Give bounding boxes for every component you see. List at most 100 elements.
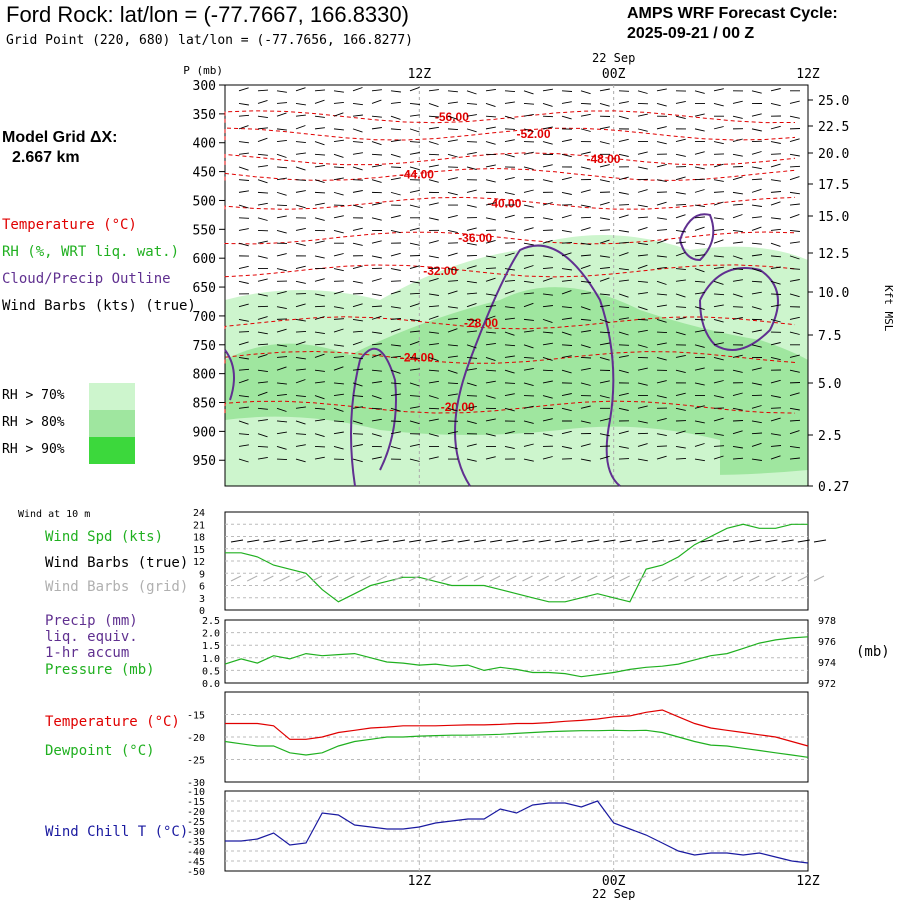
wind-barb-644 xyxy=(504,355,515,358)
wind-barb-351 xyxy=(637,226,648,231)
wind-barb-830 xyxy=(618,430,629,435)
wind-10m-barb-grid-25 xyxy=(635,575,647,582)
wind-barb-484 xyxy=(314,293,325,297)
wind-barb-161 xyxy=(447,153,458,158)
wind-barb-432 xyxy=(466,265,477,270)
isotherm-label-1: -52.00 xyxy=(517,127,551,141)
wind-barb-666 xyxy=(352,368,363,371)
wind-barb-520 xyxy=(428,305,440,308)
wind-10m-barb-grid-28 xyxy=(684,575,695,582)
isotherm-line-4 xyxy=(224,196,796,210)
wind-barb-823 xyxy=(485,433,496,437)
wind-barb-83 xyxy=(675,115,686,120)
wind-barb-401 xyxy=(447,252,458,257)
wind-barb-369 xyxy=(409,242,420,246)
wind-barb-673 xyxy=(485,369,497,372)
wind-barb-378 xyxy=(580,242,591,246)
wind-barb-354 xyxy=(694,226,705,231)
wind-barb-848 xyxy=(390,445,401,450)
wind-barb-607 xyxy=(371,343,382,346)
wind-barb-233 xyxy=(675,176,686,181)
wind-barb-115 xyxy=(713,126,724,130)
wind-barb-31 xyxy=(257,99,268,104)
wind-barb-128 xyxy=(390,139,401,143)
wind-barb-425 xyxy=(333,268,344,272)
wind-barb-295 xyxy=(713,201,724,206)
wind-barb-687 xyxy=(751,367,762,371)
wind-barb-790 xyxy=(428,418,439,422)
wind-barb-857 xyxy=(561,445,572,449)
wind-barb-638 xyxy=(390,355,401,358)
wind-barb-208 xyxy=(770,163,781,168)
rh-legend-90-swatch xyxy=(89,437,135,464)
pressure-tick-label-11: 850 xyxy=(193,397,216,412)
wind-barb-120 xyxy=(238,141,249,144)
wind-barb-137 xyxy=(561,139,572,143)
wind-barb-462 xyxy=(466,280,477,284)
wind-barb-780 xyxy=(238,420,249,425)
wind-barb-602 xyxy=(276,344,287,347)
wind-barb-47 xyxy=(561,101,572,104)
wind-barb-674 xyxy=(504,369,515,374)
pressure-unit-label: (mb) xyxy=(856,644,890,660)
wind-barb-5 xyxy=(333,90,344,93)
precip-label: Precip (mm) xyxy=(45,613,138,629)
wind-barb-899 xyxy=(789,457,800,460)
wind-chill-ytick-0: -10 xyxy=(187,787,205,798)
wind-10m-barb-grid-33 xyxy=(765,575,776,582)
wind-barb-56 xyxy=(732,100,743,104)
wind-barb-403 xyxy=(485,255,496,259)
wind-barb-386 xyxy=(732,241,743,244)
wind-barb-12 xyxy=(466,90,477,95)
wind-barb-91 xyxy=(257,127,268,130)
wind-barb-742 xyxy=(656,395,667,399)
wind-barb-73 xyxy=(485,115,497,118)
wind-10m-barb-true-3 xyxy=(279,539,292,543)
wind-barb-205 xyxy=(713,163,724,168)
wind-barb-361 xyxy=(257,240,268,244)
bottom-date-label: 22 Sep xyxy=(592,887,635,900)
wind-barb-528 xyxy=(580,306,591,311)
wind-barb-433 xyxy=(485,267,497,270)
wind-barb-19 xyxy=(599,88,610,92)
wind-barb-608 xyxy=(390,344,401,347)
wind-10m-barb-true-31 xyxy=(732,539,746,543)
wind-barb-76 xyxy=(542,115,554,118)
wind-barb-487 xyxy=(371,293,382,297)
wind-barb-34 xyxy=(314,99,325,104)
wind-barb-700 xyxy=(428,380,439,384)
wind-barb-715 xyxy=(713,380,724,384)
wind-barb-299 xyxy=(789,203,800,206)
wind-barb-845 xyxy=(333,445,344,450)
wind-barb-571 xyxy=(257,331,268,335)
wind-barb-886 xyxy=(542,456,553,460)
wind-barb-100 xyxy=(428,126,439,130)
wind-10m-ytick-3: 15 xyxy=(193,545,205,556)
wind-barb-692 xyxy=(276,382,287,385)
wind-barb-324 xyxy=(694,216,706,219)
wind-barb-573 xyxy=(295,330,307,333)
wind-10m-barb-grid-8 xyxy=(360,575,371,582)
wind-barb-255 xyxy=(523,189,534,193)
wind-barb-470 xyxy=(618,279,629,282)
wind-barb-880 xyxy=(428,456,439,460)
wind-barb-540 xyxy=(238,318,249,322)
wind-barb-498 xyxy=(580,292,591,295)
wind-barb-612 xyxy=(466,344,477,349)
wind-barb-835 xyxy=(713,433,724,436)
wind-barb-858 xyxy=(580,443,591,447)
wind-barb-117 xyxy=(751,128,762,132)
isotherm-label-0: -56.00 xyxy=(435,110,469,124)
wind-barb-302 xyxy=(276,215,287,219)
wind-barb-72 xyxy=(466,114,477,117)
wind-barb-269 xyxy=(789,191,800,195)
wind-barb-660 xyxy=(238,368,250,371)
wind-barb-366 xyxy=(352,242,363,246)
wind-barb-45 xyxy=(523,103,535,105)
wind-10m-barb-true-24 xyxy=(619,539,632,543)
wind-barb-154 xyxy=(314,153,326,156)
wind-barb-438 xyxy=(580,264,591,270)
wind-barb-776 xyxy=(732,407,743,411)
wind-10m-barb-true-15 xyxy=(473,539,486,543)
wind-barb-476 xyxy=(732,279,743,282)
